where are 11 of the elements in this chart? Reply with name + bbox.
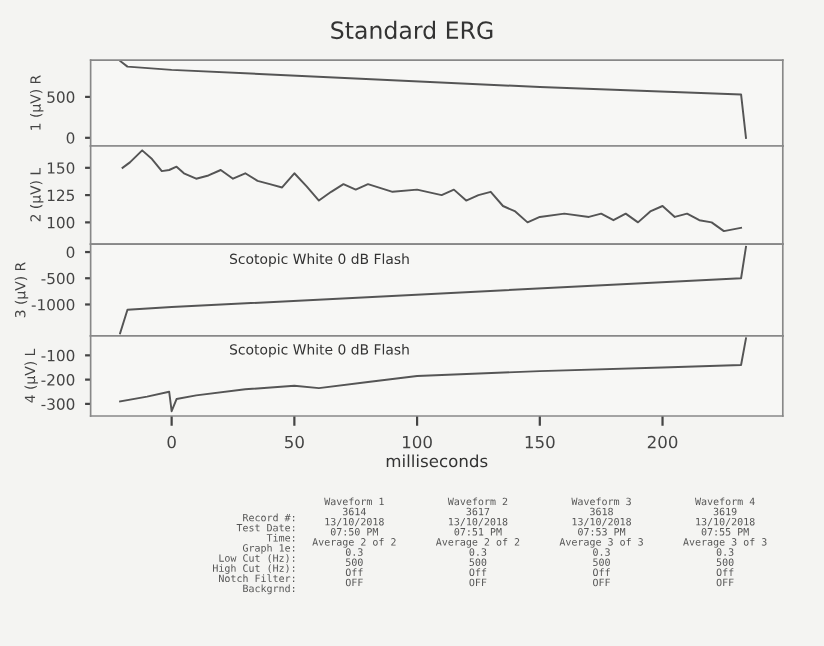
line-series	[121, 149, 743, 233]
x-tick-label: 200	[647, 435, 678, 449]
line-series	[119, 245, 747, 335]
line-series	[119, 337, 747, 413]
x-tick-label: 50	[285, 435, 304, 449]
x-tick-label: 100	[403, 435, 432, 449]
x-axis-title: milliseconds	[386, 454, 488, 468]
line-series	[119, 60, 747, 139]
x-tick-label: 0	[167, 435, 176, 449]
x-tick-label: 150	[525, 435, 555, 449]
chart-title: Standard ERG	[331, 20, 493, 40]
